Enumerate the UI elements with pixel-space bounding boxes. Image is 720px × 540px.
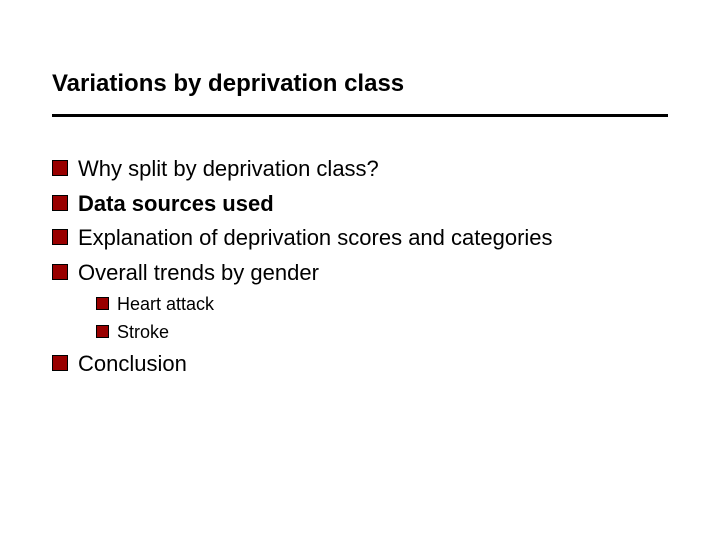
sub-bullet-text: Heart attack	[117, 293, 214, 316]
square-bullet-icon	[52, 229, 68, 245]
title-divider	[52, 114, 668, 117]
square-bullet-icon	[52, 264, 68, 280]
bullet-text: Why split by deprivation class?	[78, 155, 379, 184]
square-bullet-icon	[52, 355, 68, 371]
slide-container: Variations by deprivation class Why spli…	[0, 0, 720, 379]
slide-title: Variations by deprivation class	[52, 70, 668, 98]
bullet-item: Data sources used	[52, 190, 668, 219]
sub-bullet-text: Stroke	[117, 321, 169, 344]
sub-bullet-list: Heart attack Stroke	[96, 293, 668, 344]
square-bullet-icon	[52, 195, 68, 211]
bullet-text: Data sources used	[78, 190, 274, 219]
bullet-item: Explanation of deprivation scores and ca…	[52, 224, 668, 253]
main-bullet-list: Why split by deprivation class? Data sou…	[52, 155, 668, 287]
sub-bullet-item: Heart attack	[96, 293, 668, 316]
bullet-text: Conclusion	[78, 350, 187, 379]
square-bullet-icon	[96, 297, 109, 310]
square-bullet-icon	[96, 325, 109, 338]
final-bullet-list: Conclusion	[52, 350, 668, 379]
bullet-text: Overall trends by gender	[78, 259, 319, 288]
bullet-text: Explanation of deprivation scores and ca…	[78, 224, 553, 253]
square-bullet-icon	[52, 160, 68, 176]
bullet-item: Conclusion	[52, 350, 668, 379]
bullet-item: Overall trends by gender	[52, 259, 668, 288]
bullet-item: Why split by deprivation class?	[52, 155, 668, 184]
sub-bullet-item: Stroke	[96, 321, 668, 344]
